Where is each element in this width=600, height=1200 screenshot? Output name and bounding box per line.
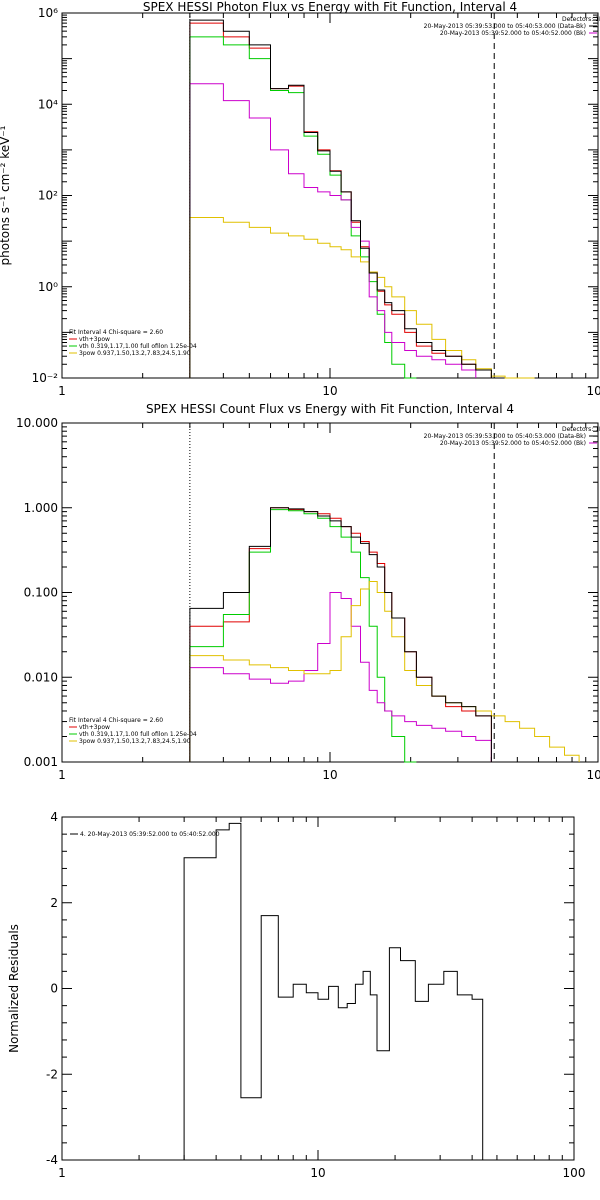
- legend-entry: vth 0.319,1.17,1.00 full ofilon 1.25e-04: [79, 343, 197, 350]
- legend-entry: 20-May-2013 05:39:52.000 to 05:40:52.000…: [440, 440, 586, 447]
- x-tick-label: 1: [58, 1166, 66, 1180]
- series-line-5: [189, 507, 492, 762]
- chart-3: 1 10 100 -4 -2 0 2 4 Normalized Residuals 4. 20-M…: [7, 810, 585, 1180]
- legend-entry: vth 0.319,1.17,1.00 full ofilon 1.25e-04: [79, 731, 197, 738]
- legend-header: Detectors: 1F 3F 4F 8F: [562, 16, 600, 23]
- x-tick-label: 100: [563, 1166, 586, 1180]
- legend-entry: vth+3pow: [79, 724, 110, 731]
- y-tick-label: 2: [50, 896, 58, 910]
- y-tick-label: 0.001: [24, 755, 58, 769]
- legend-entry: 3pow 0.937,1.50,13.2,7.83,24.5,1.90: [79, 738, 191, 745]
- x-tick-label: 10: [322, 384, 337, 398]
- y-tick-label: 4: [50, 810, 58, 824]
- x-tick-label: 100: [587, 768, 600, 782]
- y-tick-label: 1.000: [24, 501, 58, 515]
- chart-title: SPEX HESSI Photon Flux vs Energy with Fi…: [143, 0, 517, 14]
- y-axis-label: Normalized Residuals: [7, 924, 21, 1053]
- legend-entry: 20-May-2013 05:39:53.000 to 05:40:53.000…: [424, 23, 586, 30]
- y-tick-label: 10.000: [16, 416, 58, 430]
- legend-entry: 20-May-2013 05:39:53.000 to 05:40:53.000…: [424, 433, 586, 440]
- legend-entry: 4. 20-May-2013 05:39:52.000 to 05:40:52.…: [80, 831, 220, 838]
- series-line-2: [189, 509, 417, 763]
- legend-header: Fit Interval 4 Chi-square = 2.60: [69, 329, 163, 336]
- series-line-3: [189, 592, 492, 762]
- legend-entry: 20-May-2013 05:39:52.000 to 05:40:52.000…: [440, 30, 586, 37]
- y-axis-label: photons s⁻¹ cm⁻² keV⁻¹: [0, 125, 12, 265]
- chart-1: SPEX HESSI Photon Flux vs Energy with Fi…: [0, 0, 600, 398]
- legend-header: Detectors: 1F 3F 4F 8F: [562, 426, 600, 433]
- y-tick-label: 10²: [38, 189, 58, 203]
- y-tick-label: 0.010: [24, 670, 58, 684]
- y-tick-label: 10⁻²: [32, 371, 59, 385]
- y-tick-label: 10⁶: [38, 6, 58, 20]
- legend-entry: vth+3pow: [79, 336, 110, 343]
- x-tick-label: 10: [322, 768, 337, 782]
- series-line-3: [189, 83, 477, 378]
- legend-entry: 3pow 0.937,1.50,13.2,7.83,24.5,1.90: [79, 350, 191, 357]
- y-tick-label: -2: [46, 1067, 58, 1081]
- y-tick-label: -4: [46, 1153, 58, 1167]
- chart-title: SPEX HESSI Count Flux vs Energy with Fit…: [146, 402, 514, 416]
- x-tick-label: 1: [58, 768, 66, 782]
- x-tick-label: 1: [58, 384, 66, 398]
- y-tick-label: 10⁴: [38, 97, 58, 111]
- series-line-1: [183, 822, 484, 1160]
- series-line-1: [189, 22, 492, 378]
- y-tick-label: 0: [50, 982, 58, 996]
- y-tick-label: 10⁰: [38, 280, 58, 294]
- legend-header: Fit Interval 4 Chi-square = 2.60: [69, 717, 163, 724]
- series-line-4: [189, 581, 580, 762]
- x-tick-label: 10: [310, 1166, 325, 1180]
- y-tick-label: 0.100: [24, 586, 58, 600]
- x-tick-label: 100: [587, 384, 600, 398]
- chart-2: SPEX HESSI Count Flux vs Energy with Fit…: [16, 402, 600, 782]
- series-line-4: [189, 217, 535, 379]
- plot-frame: [61, 816, 575, 1161]
- series-line-5: [189, 19, 492, 378]
- series-line-1: [189, 507, 492, 762]
